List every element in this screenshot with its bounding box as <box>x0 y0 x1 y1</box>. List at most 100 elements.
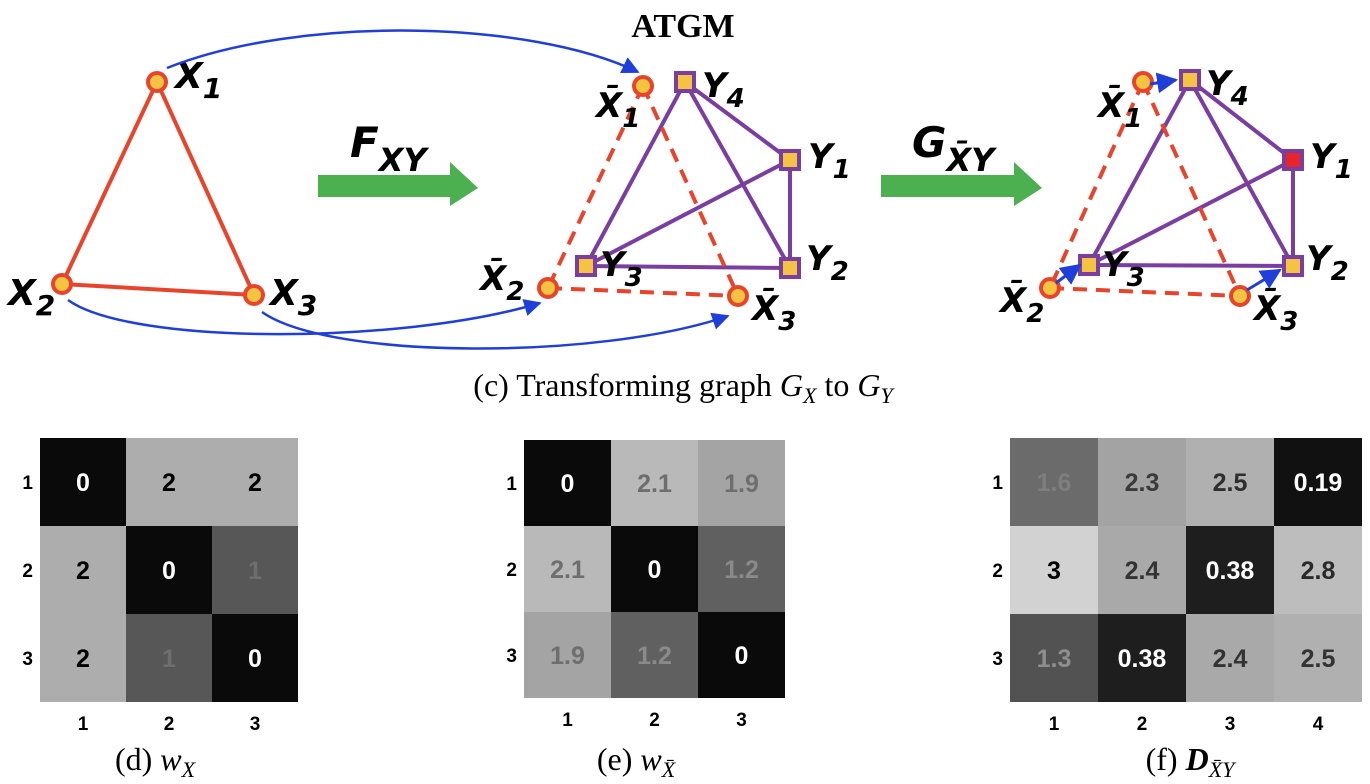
matrix-f-value: 0.38 <box>1118 645 1167 673</box>
matrix-f-cell <box>1010 526 1098 614</box>
matrix-f-col-label: 3 <box>1225 714 1236 735</box>
matrix-f-cell <box>1010 438 1098 526</box>
matrix-d-value: 2 <box>162 469 176 497</box>
edge-y4-y1 <box>683 80 792 162</box>
matrix-e-value: 1.9 <box>724 470 759 498</box>
edge-y4-y3 <box>584 81 687 267</box>
matrix-d-col-label: 2 <box>164 714 175 735</box>
caption-d: (d) wX <box>115 741 197 782</box>
matrix-f-value: 2.4 <box>1213 645 1248 673</box>
label-r-y2: Y2 <box>1306 239 1349 287</box>
matrix-e-value: 1.2 <box>637 642 672 670</box>
figure-title: ATGM <box>631 8 734 45</box>
edge-x1-x2 <box>60 81 159 285</box>
matrix-f-cell <box>1274 526 1362 614</box>
label-xb1: X̄1 <box>594 84 640 134</box>
node-x1 <box>146 71 168 93</box>
matrix-d-value: 1 <box>248 557 262 585</box>
node-xb1 <box>632 75 654 97</box>
matrix-e-value: 1.9 <box>550 642 585 670</box>
node-xb3 <box>727 285 749 307</box>
matrix-f-value: 1.6 <box>1037 469 1072 497</box>
edge-y3-y2 <box>585 264 791 270</box>
match-xb1-y4 <box>1149 72 1179 94</box>
matrix-f: 1.6 2.3 2.5 0.19 3 2.4 0.38 2.8 1.3 0.38 2.4 2.5 1 2 3… <box>992 438 1362 735</box>
label-r-xb1: X̄1 <box>1096 84 1142 134</box>
node-x2 <box>51 273 73 295</box>
node-y2 <box>779 257 801 279</box>
matrix-f-cell <box>1098 526 1186 614</box>
node-xb2 <box>537 277 559 299</box>
graph-mid: X̄1 X̄2 X̄3 Y4 Y1 Y2 Y3 <box>478 66 851 337</box>
matrix-d-value: 1 <box>162 645 176 673</box>
label-y4: Y4 <box>702 66 745 114</box>
edge-r-y4-y2 <box>1188 79 1295 267</box>
matrix-e-cell <box>698 526 785 612</box>
edge-y4-y2 <box>683 81 792 269</box>
matrix-d: 0 2 2 2 0 1 2 1 0 1 2 3 1 2 3 <box>22 438 298 735</box>
matrix-d-cell <box>40 526 126 614</box>
edge-r-y4-y1 <box>1188 78 1295 162</box>
matrix-f-cell <box>1186 614 1274 702</box>
matrix-e-value: 2.1 <box>637 470 672 498</box>
matrix-f-col-label: 1 <box>1049 714 1060 735</box>
label-x2: X2 <box>6 273 55 322</box>
matrix-f-cell <box>1098 614 1186 702</box>
node-r-y2 <box>1282 255 1304 277</box>
matrix-f-value: 2.3 <box>1125 469 1160 497</box>
matrix-e-cell <box>611 612 698 698</box>
green-arrow-f <box>318 162 478 206</box>
matrix-e-value: 2.1 <box>550 556 585 584</box>
matrix-f-row-label: 1 <box>992 473 1003 494</box>
arrow-x1-xb1 <box>166 29 640 74</box>
matrix-f-col-label: 4 <box>1313 714 1324 735</box>
graph-x: X1 X2 X3 <box>6 56 317 322</box>
matrix-e-value: 0 <box>561 470 575 498</box>
matrix-e-cell <box>524 526 611 612</box>
matrix-f-value: 0.19 <box>1294 469 1343 497</box>
matrix-d-cell <box>212 438 298 526</box>
matrix-e-cell <box>524 440 611 526</box>
matrix-d-value: 0 <box>162 557 176 585</box>
matrix-f-value: 0.38 <box>1206 557 1255 585</box>
matrix-e-row-label: 2 <box>506 560 517 581</box>
node-r-y3 <box>1078 254 1100 276</box>
node-r-y1 <box>1282 149 1304 171</box>
edge-x2-x3 <box>61 282 255 297</box>
graph-right: X̄1 X̄2 X̄3 Y4 Y1 Y2 Y3 <box>998 64 1353 337</box>
matrix-d-row-label: 3 <box>22 649 33 670</box>
edge-r-y4-y3 <box>1087 79 1192 266</box>
matrix-e-row-label: 3 <box>506 646 517 667</box>
node-r-xb1 <box>1132 71 1154 93</box>
matrix-d-cell <box>126 614 212 702</box>
arrow-x3-xb3 <box>261 310 730 350</box>
caption-e: (e) wX̄ <box>597 741 677 782</box>
caption-c: (c) Transforming graph GX to GY <box>473 367 895 408</box>
label-y2: Y2 <box>806 239 849 287</box>
matrix-e-col-label: 3 <box>736 710 747 731</box>
matrix-e-cell <box>611 526 698 612</box>
matrix-e-value: 0 <box>735 642 749 670</box>
node-y3 <box>575 255 597 277</box>
label-r-y1: Y1 <box>1310 137 1353 185</box>
matrix-f-col-label: 2 <box>1137 714 1148 735</box>
matrix-e-value: 1.2 <box>724 556 759 584</box>
edge-r-xb2-xb3 <box>1049 286 1241 298</box>
node-r-y4 <box>1179 69 1201 91</box>
matrix-f-row-label: 2 <box>992 561 1003 582</box>
edge-xb1-xb3 <box>641 85 740 297</box>
matrix-d-value: 0 <box>248 645 262 673</box>
label-r-y4: Y4 <box>1206 64 1249 112</box>
matrix-f-cell <box>1186 526 1274 614</box>
edge-r-y3-y2 <box>1088 263 1294 268</box>
node-r-xb3 <box>1229 285 1251 307</box>
edge-xb1-xb2 <box>546 85 645 289</box>
label-y1: Y1 <box>808 137 851 185</box>
matrix-f-value: 1.3 <box>1037 645 1072 673</box>
label-f-xy: FXY <box>350 118 429 179</box>
matrix-d-cell <box>212 614 298 702</box>
label-xb3: X̄3 <box>750 287 796 337</box>
matrix-f-value: 3 <box>1047 557 1061 585</box>
matrix-f-value: 2.5 <box>1301 645 1336 673</box>
edge-x1-x3 <box>155 81 256 296</box>
